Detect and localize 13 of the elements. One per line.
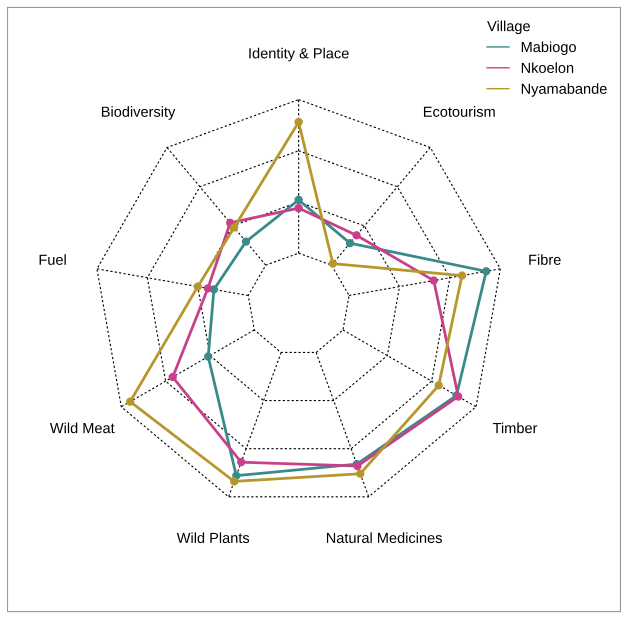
- legend-label: Nyamabande: [522, 83, 607, 97]
- spoke-label: Natural Medicines: [326, 532, 442, 544]
- spoke-label: Biodiversity: [102, 106, 176, 120]
- spoke-label: Wild Plants: [176, 532, 250, 544]
- spoke-label: Wild Meat: [50, 422, 115, 434]
- spoke-label: Ecotourism: [424, 106, 495, 117]
- spoke-label: Identity & Place: [249, 48, 349, 62]
- spoke-label: Fuel: [40, 254, 66, 265]
- spoke-label: Timber: [492, 422, 538, 434]
- legend-label: Nkoelon: [522, 62, 574, 74]
- legend-title: Village: [487, 20, 530, 34]
- legend-label: Mabiogo: [522, 41, 576, 56]
- spoke-label: Fibre: [529, 254, 561, 265]
